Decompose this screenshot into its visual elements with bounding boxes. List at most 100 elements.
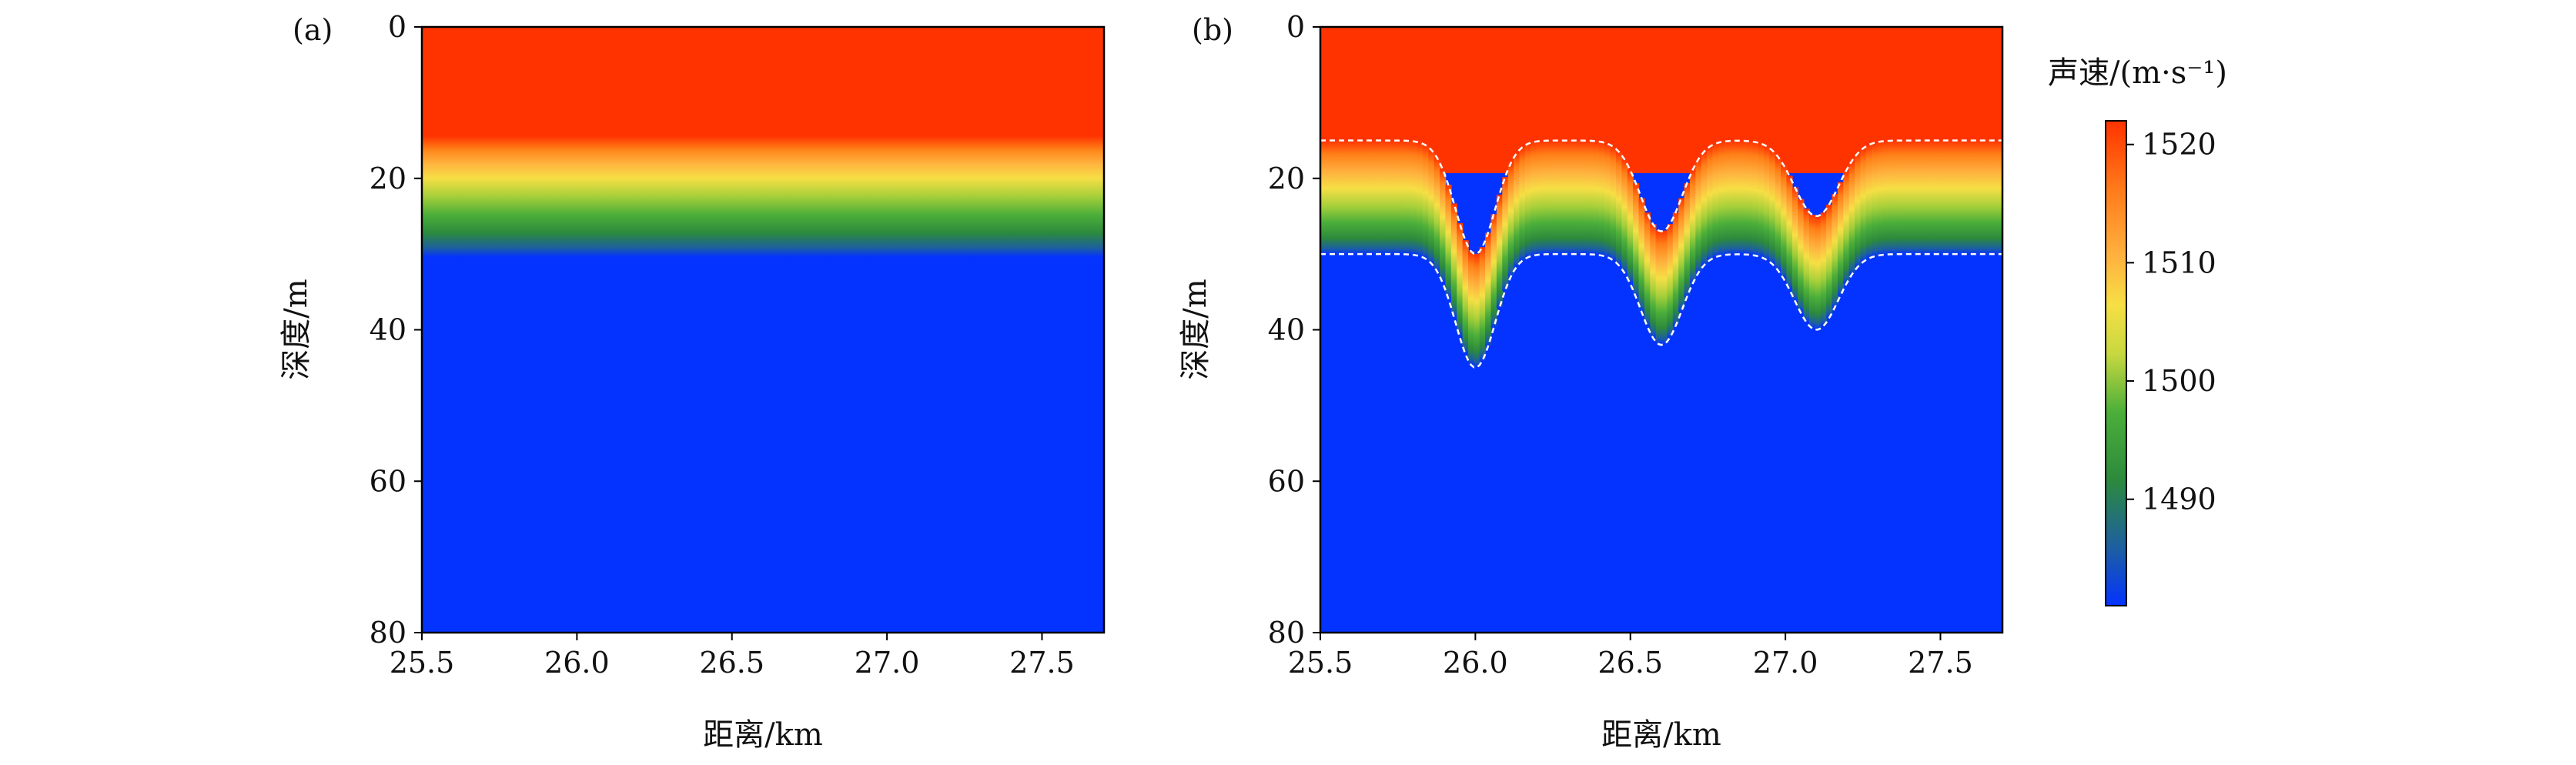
- panel-b-thermocline-strip: [1860, 148, 1867, 262]
- panel-b-thermocline-strip: [1855, 153, 1862, 268]
- panel-b-thermocline-strip: [1434, 157, 1440, 272]
- panel-b-xtick-label: 25.5: [1288, 646, 1353, 680]
- panel-a-xtick-label: 26.0: [544, 646, 610, 680]
- panel-b-thermocline-strip: [1400, 140, 1407, 255]
- colorbar-frame: [2105, 120, 2127, 606]
- panel-b-thermocline-strip: [1837, 182, 1845, 296]
- panel-b-thermocline-strip: [1661, 230, 1668, 345]
- panel-b-thermocline-strip: [1894, 140, 1901, 255]
- panel-b-thermocline-strip: [1474, 253, 1480, 368]
- panel-b-thermocline-strip: [1803, 209, 1810, 322]
- panel-b-thermocline-strip: [1758, 143, 1765, 258]
- colorbar: 声速/(m·s⁻¹) 1490 1500 1510 1520: [2048, 55, 2227, 606]
- panel-b-thermocline-strip: [1627, 169, 1634, 284]
- panel-a-ytick-label: 60: [370, 464, 406, 498]
- panel-b-ytick-label: 80: [1268, 616, 1305, 650]
- panel-b-thermocline-strip: [1507, 163, 1514, 277]
- panel-b-thermocline-strip: [1718, 142, 1725, 256]
- colorbar-title: 声速/(m·s⁻¹): [2048, 55, 2227, 91]
- panel-b-ylabel: 深度/m: [1178, 279, 1213, 379]
- panel-b-thermocline-strip: [1621, 159, 1628, 273]
- panel-b-label: (b): [1192, 13, 1233, 47]
- panel-b-thermocline-strip: [1524, 143, 1531, 258]
- panel-b-thermocline-strip: [1882, 141, 1890, 255]
- panel-b-thermocline-strip: [1996, 140, 2002, 255]
- panel-b-thermocline-strip: [1667, 224, 1674, 338]
- panel-b-thermocline-strip: [1865, 145, 1872, 259]
- panel-b-thermocline-strip: [1638, 198, 1645, 312]
- panel-b-thermocline-strip: [1354, 140, 1361, 255]
- panel-b-thermocline-strip: [1729, 140, 1736, 255]
- panel-b-thermocline-strip: [1564, 140, 1571, 255]
- panel-b-thermocline-strip: [1417, 142, 1423, 256]
- panel-b-thermocline-strip: [1689, 169, 1697, 284]
- panel-b-thermocline-strip: [1633, 183, 1640, 297]
- panel-b-thermocline-strip: [1781, 165, 1788, 279]
- panel-b-thermocline-strip: [1945, 140, 1952, 255]
- panel-a-xtick-label: 25.5: [390, 646, 455, 680]
- panel-b-thermocline-strip: [1820, 212, 1827, 326]
- panel-b-thermocline-strip: [1570, 140, 1577, 255]
- panel-b-thermocline-strip: [1786, 175, 1793, 289]
- panel-b-thermocline-strip: [1974, 140, 1981, 255]
- panel-b-thermocline-strip: [1843, 170, 1850, 285]
- panel-b-thermocline-strip: [1531, 142, 1537, 256]
- panel-a-ylabel: 深度/m: [279, 279, 314, 379]
- panel-b-thermocline-strip: [1763, 145, 1771, 260]
- panel-b-thermocline-strip: [1798, 199, 1805, 313]
- panel-b-thermocline-strip: [1769, 150, 1776, 265]
- panel-b-thermocline-strip: [1440, 169, 1447, 283]
- panel-b-thermocline-strip: [1428, 149, 1435, 264]
- panel-b-thermocline-strip: [1929, 140, 1935, 255]
- panel-b-thermocline-strip: [1808, 214, 1816, 329]
- panel-b-thermocline-strip: [1934, 140, 1941, 255]
- colorbar-tick-label: 1500: [2142, 364, 2216, 398]
- panel-b-thermocline-strip: [1650, 224, 1657, 338]
- panel-b-thermocline-strip: [1905, 140, 1912, 255]
- panel-b-thermocline-strip: [1547, 140, 1554, 255]
- panel-b-thermocline-strip: [1604, 143, 1611, 258]
- panel-b-ytick-label: 40: [1268, 313, 1305, 347]
- panel-b-thermocline-strip: [1348, 140, 1356, 255]
- panel-a-ytick-label: 80: [370, 616, 406, 650]
- panel-a-xtick-label: 27.0: [855, 646, 920, 680]
- panel-b-thermocline-strip: [1383, 140, 1390, 255]
- panel-b-ytick-label: 20: [1268, 162, 1305, 195]
- panel-b-thermocline-strip: [1985, 140, 1992, 255]
- panel-b-thermocline-strip: [1832, 193, 1838, 308]
- panel-b-thermocline-strip: [1581, 140, 1588, 255]
- panel-b-thermocline-strip: [1559, 140, 1566, 255]
- panel-b-thermocline-strip: [1422, 145, 1430, 259]
- panel-b-thermocline-strip: [1360, 140, 1367, 255]
- panel-b-thermocline-strip: [1326, 140, 1333, 255]
- panel-b-thermocline-strip: [1735, 140, 1742, 255]
- panel-b-thermocline-strip: [1741, 141, 1748, 255]
- panel-b-thermocline-strip: [1900, 140, 1907, 255]
- panel-b-thermocline-strip: [1917, 140, 1924, 255]
- panel-b-thermocline-strip: [1672, 212, 1679, 326]
- panel-b-ytick-label: 60: [1268, 464, 1305, 498]
- colorbar-tick-label: 1520: [2142, 128, 2216, 162]
- colorbar-gradient: [2106, 121, 2126, 606]
- panel-b-thermocline-strip: [1337, 140, 1344, 255]
- panel-b-thermocline-strip: [1587, 140, 1594, 255]
- panel-a-label: (a): [293, 13, 333, 47]
- panel-b-thermocline-strip: [1519, 147, 1526, 262]
- panel-b-thermocline-strip: [1485, 232, 1492, 347]
- panel-b-xlabel: 距离/km: [1601, 717, 1721, 753]
- panel-a-ytick-label: 0: [388, 10, 406, 44]
- panel-b-upper-boundary-line: [1320, 139, 2002, 256]
- panel-b-thermocline-strip: [1962, 140, 1969, 255]
- panel-b-thermocline-strip: [1991, 140, 1998, 255]
- panel-b-thermocline-strip: [1450, 203, 1457, 317]
- panel-b-thermocline-strip: [1712, 143, 1719, 258]
- panel-b-thermocline-strip: [1922, 140, 1929, 255]
- panel-b-thermocline-strip: [1889, 140, 1895, 255]
- panel-b-thermocline-strip: [1377, 140, 1384, 255]
- panel-b-thermocline-strip: [1320, 140, 1327, 255]
- panel-b-thermocline-strip: [1411, 141, 1418, 256]
- panel-b-thermocline-strip: [1502, 177, 1509, 291]
- panel-b-thermocline-strip: [1393, 140, 1401, 255]
- panel-b-thermocline-strip: [1848, 161, 1855, 275]
